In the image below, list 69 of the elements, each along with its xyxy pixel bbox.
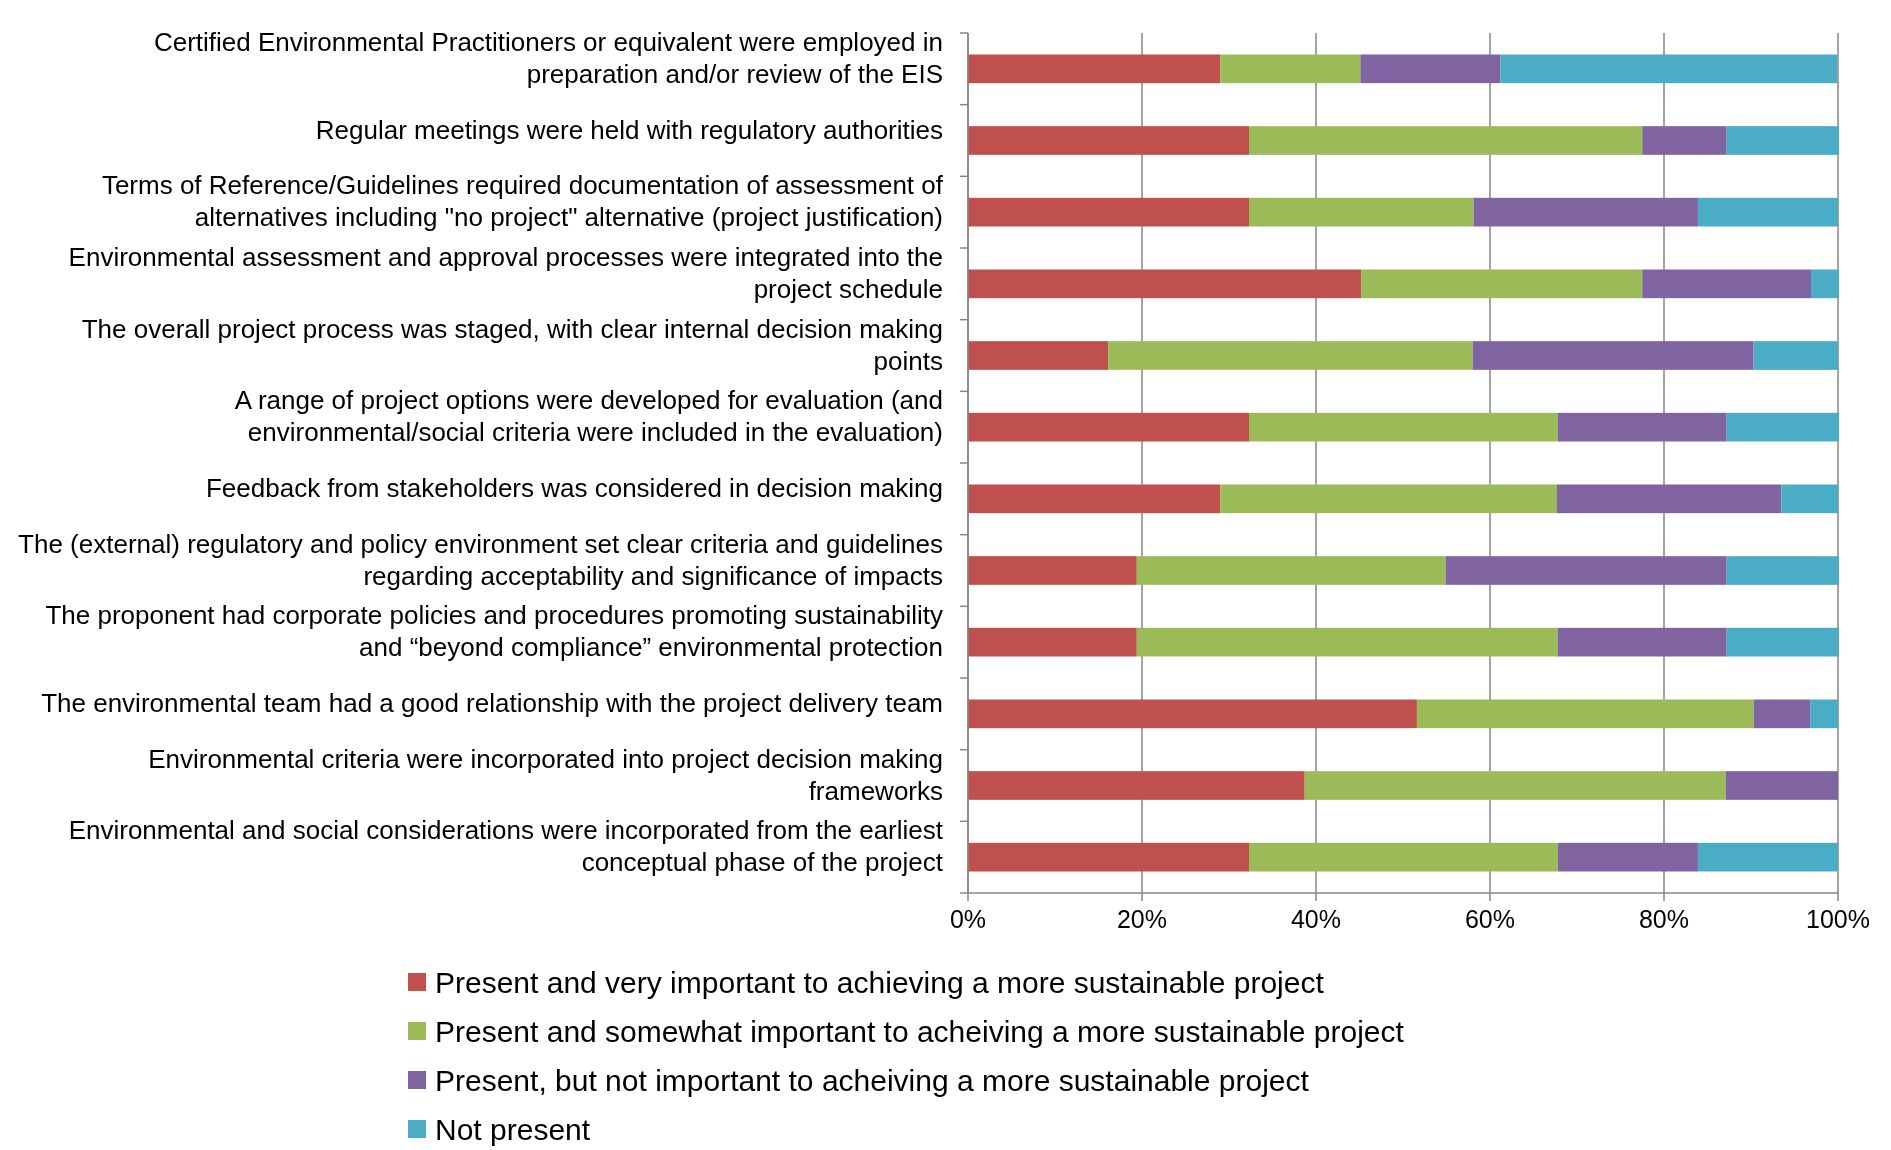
bar (1642, 126, 1727, 155)
y-tick-label: The proponent had corporate policies and procedures promoting sustainability and “beyond compliance” environmental protection (45, 600, 943, 663)
bar (1500, 54, 1838, 84)
x-tick-label: 0% (949, 905, 987, 933)
bar (968, 197, 1250, 227)
bar (1557, 412, 1727, 442)
bar (1249, 126, 1643, 155)
y-tick-label: The (external) regulatory and policy environment set clear criteria and guidelines regarding acceptability and significance of impacts (18, 528, 943, 591)
bar (1473, 197, 1698, 227)
bar (1304, 771, 1726, 800)
bar (1556, 484, 1782, 514)
bar (1220, 54, 1361, 84)
bar (1220, 484, 1557, 514)
bar (1726, 627, 1839, 657)
bar (1416, 699, 1754, 729)
bar (1697, 842, 1838, 872)
y-tick-label: The overall project process was staged, with clear internal decision making points (81, 313, 943, 376)
bar (1136, 627, 1558, 657)
bar (968, 341, 1109, 370)
bar (1557, 627, 1727, 657)
bar (1725, 771, 1838, 800)
y-tick-label: Certified Environmental Practitioners or equivalent were employed in preparation and/or review of the EIS (153, 26, 943, 89)
bar (968, 771, 1305, 800)
bar (968, 126, 1250, 155)
y-tick-label: A range of project options were developed for evaluation (and environmental/social criteria were included in the evaluation) (234, 385, 943, 448)
bar (1445, 556, 1727, 585)
legend-label: Present and very important to achieving a more sustainable project (435, 966, 1325, 999)
bar (968, 556, 1137, 585)
legend-label: Not present (435, 1113, 591, 1146)
x-tick-label: 20% (1116, 905, 1168, 933)
bar (1472, 341, 1754, 370)
bar (968, 269, 1362, 299)
bar (1361, 269, 1643, 299)
bar (1781, 484, 1838, 514)
bar (1726, 126, 1839, 155)
legend-label: Present and somewhat important to acheiving a more sustainable project (435, 1015, 1405, 1048)
x-tick-label: 60% (1464, 905, 1516, 933)
bar (968, 412, 1250, 442)
bar (1811, 269, 1839, 299)
y-tick-label: Feedback from stakeholders was considered in decision making (205, 472, 943, 503)
bar (1360, 54, 1501, 84)
bar (1726, 556, 1839, 585)
legend-label: Present, but not important to acheiving a more sustainable project (435, 1064, 1310, 1097)
y-tick-label: Regular meetings were held with regulatory authorities (315, 114, 943, 145)
y-tick-label: Terms of Reference/Guidelines required documentation of assessment of alternatives including "no project" alternative (project justification) (101, 170, 944, 233)
bar (968, 484, 1221, 514)
bar (1249, 412, 1558, 442)
bar (1753, 699, 1811, 729)
x-tick-label: 100% (1806, 905, 1870, 933)
bar (1136, 556, 1446, 585)
bar (1726, 412, 1839, 442)
bar (1249, 197, 1474, 227)
bar (1753, 341, 1838, 370)
y-tick-label: Environmental and social considerations were incorporated from the earliest conceptual phase of the project (68, 815, 944, 878)
bar (1557, 842, 1698, 872)
bar (968, 627, 1137, 657)
bar (1108, 341, 1473, 370)
bar (968, 699, 1417, 729)
bar (968, 842, 1250, 872)
bar (968, 54, 1221, 84)
bar (1249, 842, 1558, 872)
y-tick-label: The environmental team had a good relationship with the project delivery team (41, 687, 943, 718)
y-tick-label: Environmental assessment and approval processes were integrated into the project schedule (68, 241, 943, 304)
y-tick-label: Environmental criteria were incorporated into project decision making frameworks (148, 743, 943, 806)
bar (1810, 699, 1838, 729)
x-tick-label: 40% (1290, 905, 1342, 933)
bar (1697, 197, 1838, 227)
x-tick-label: 80% (1638, 905, 1690, 933)
bar (1642, 269, 1812, 299)
